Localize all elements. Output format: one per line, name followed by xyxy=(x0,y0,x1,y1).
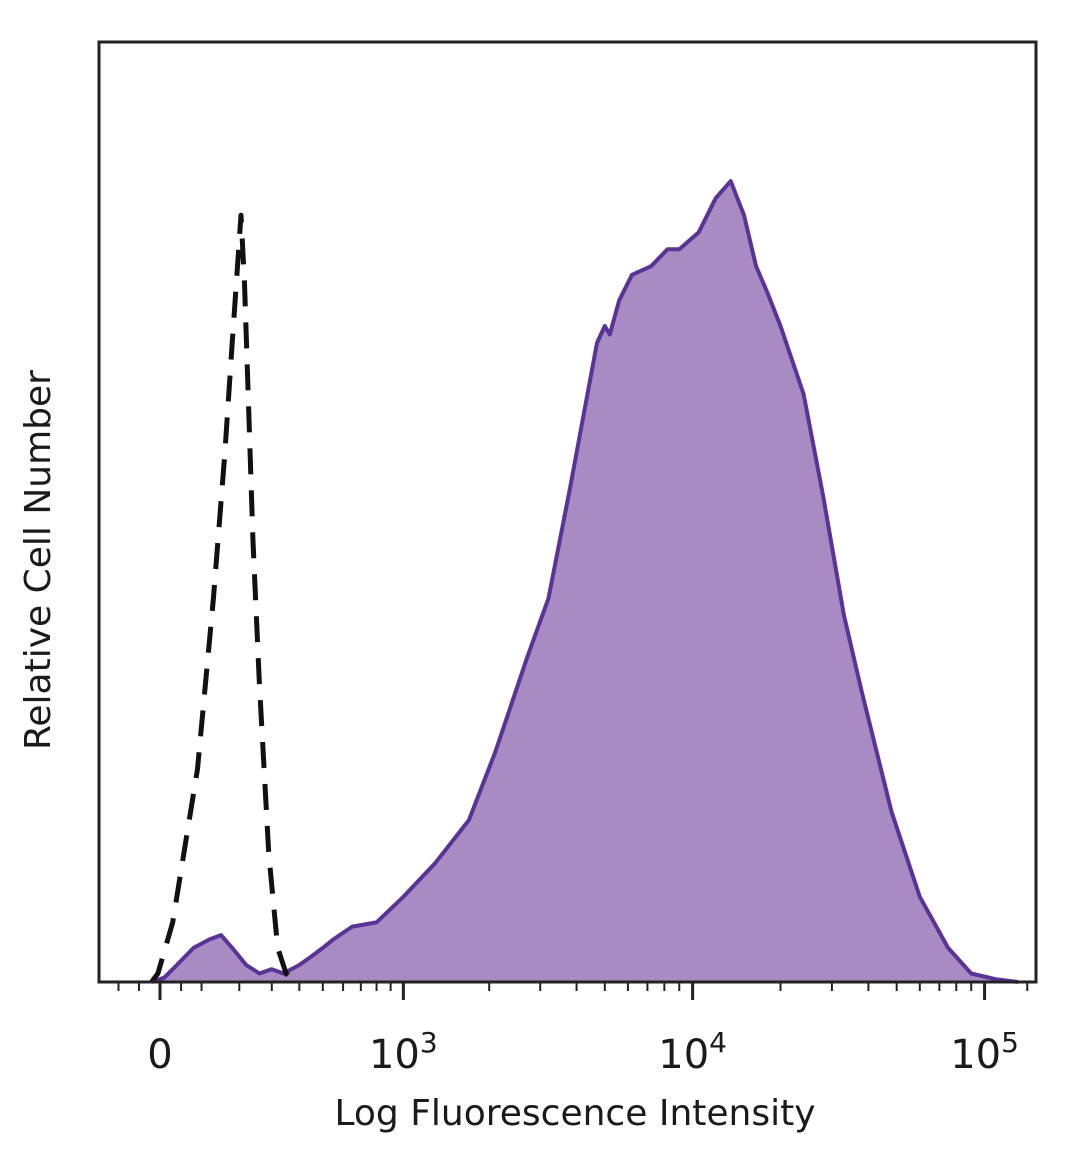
x-axis-ticks xyxy=(117,982,1029,1000)
control-histogram-line xyxy=(149,212,297,984)
x-tick-label: 105 xyxy=(950,1026,1019,1078)
y-axis-title: Relative Cell Number xyxy=(18,370,59,750)
x-tick-label: 103 xyxy=(369,1026,438,1078)
series-layer xyxy=(149,179,1019,984)
stained-histogram-fill xyxy=(151,181,1018,983)
x-tick-label: 0 xyxy=(147,1032,172,1078)
x-axis-title: Log Fluorescence Intensity xyxy=(334,1093,815,1134)
stained-histogram-line xyxy=(150,179,1019,984)
x-tick-label: 104 xyxy=(658,1026,727,1078)
x-axis-tick-labels: 0 103 104 105 xyxy=(147,1026,1019,1078)
